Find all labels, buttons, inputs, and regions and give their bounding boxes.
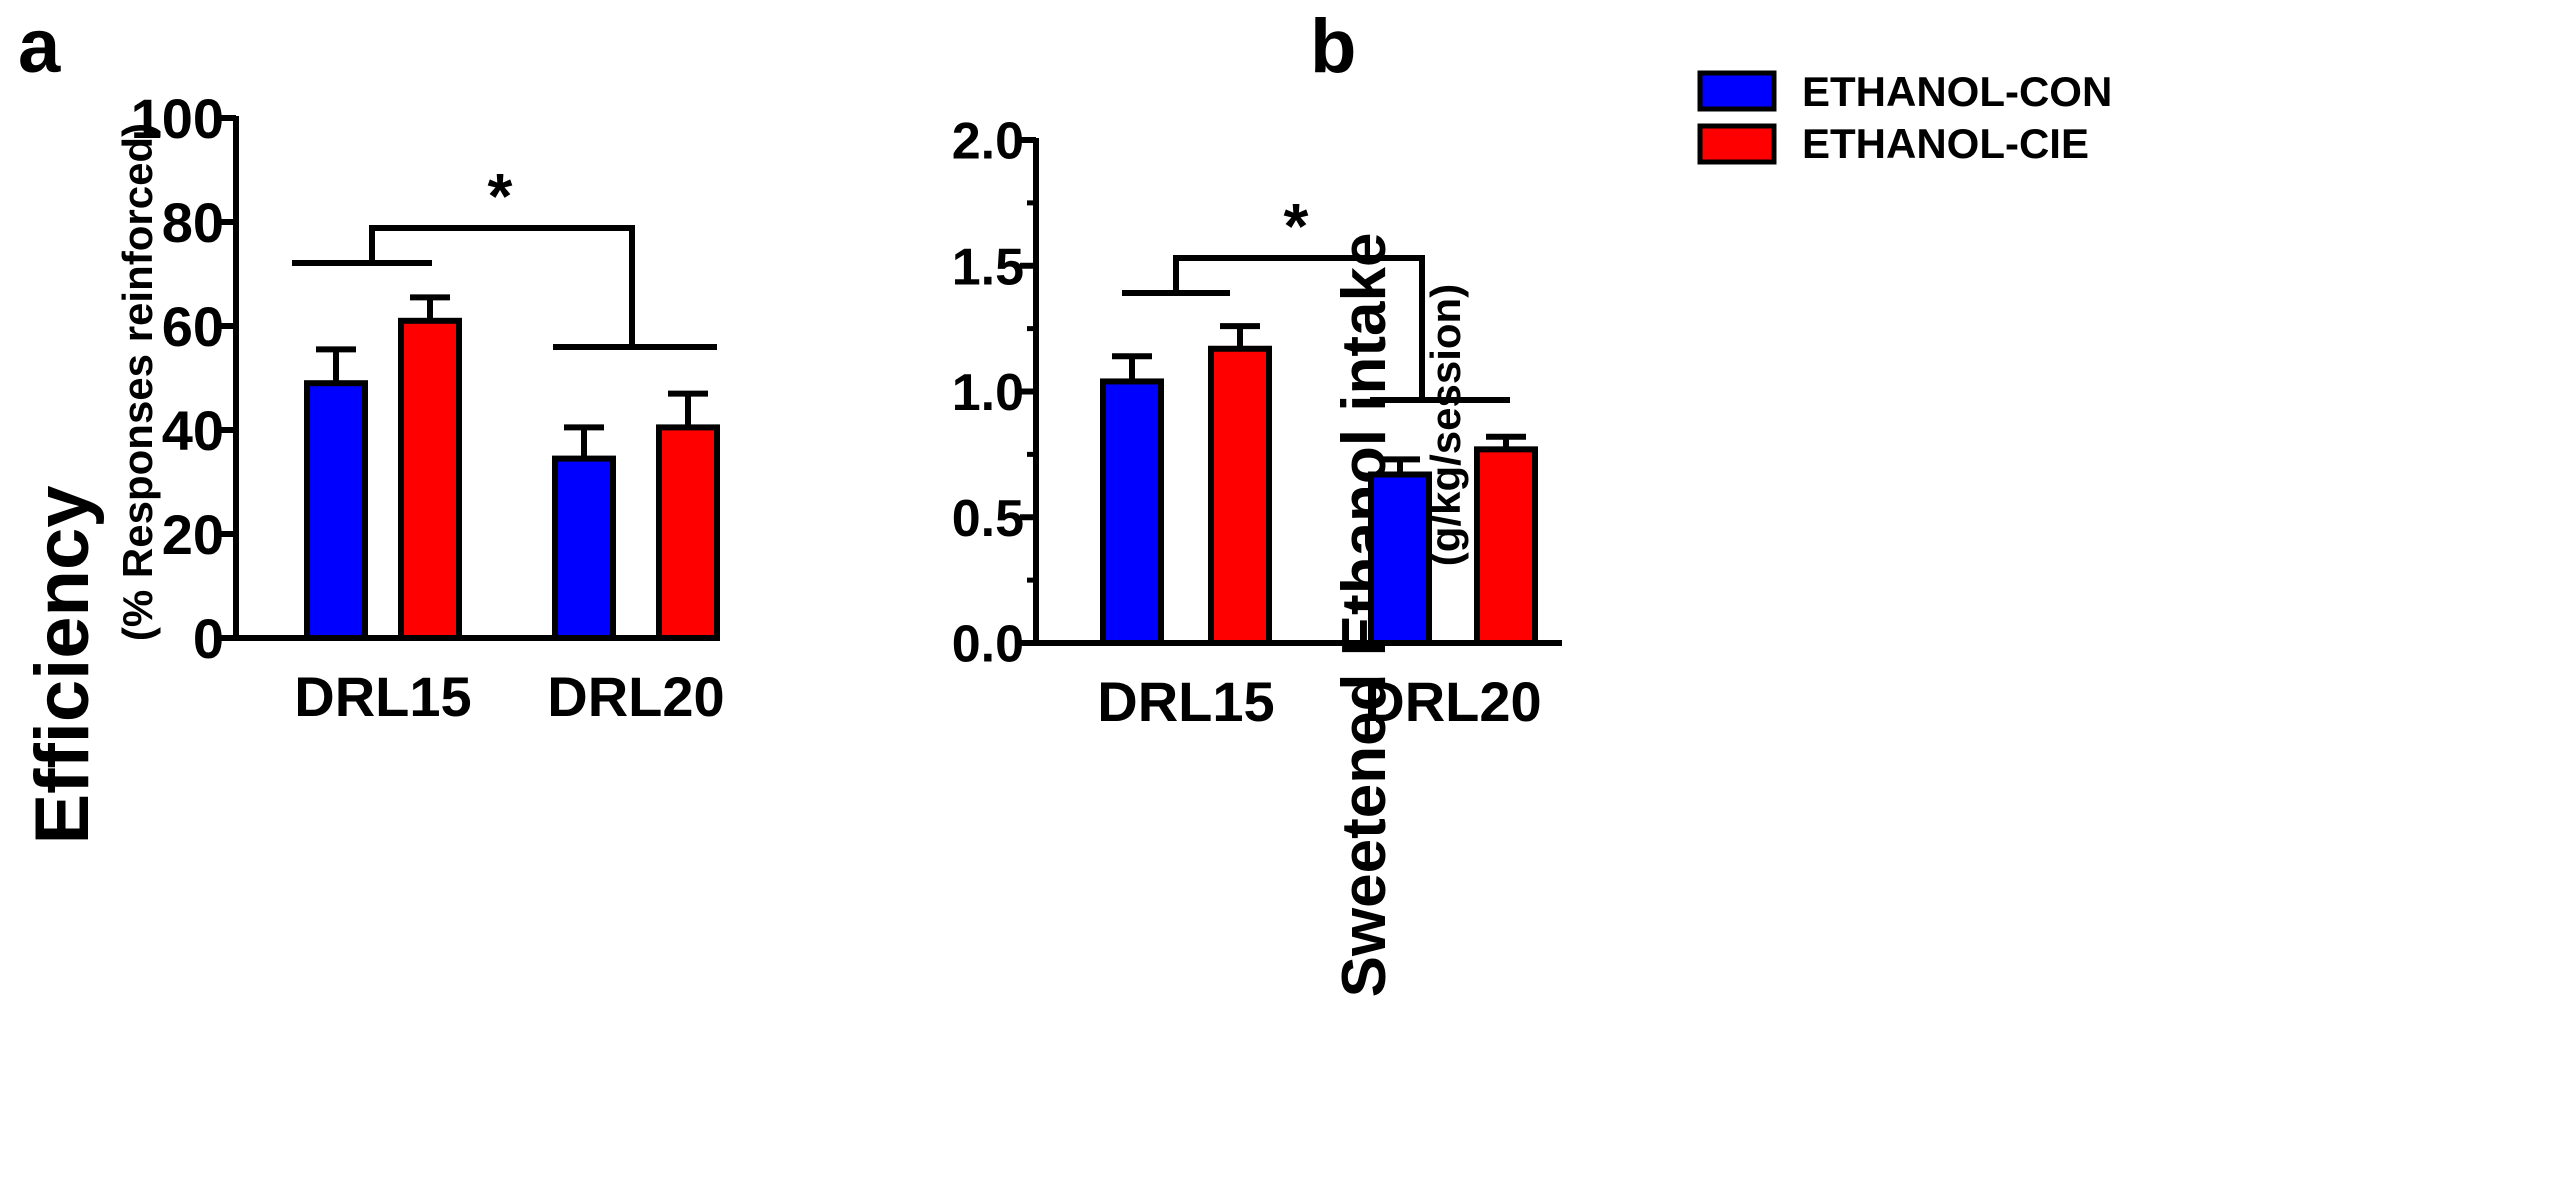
panel-b-error-bars bbox=[1112, 323, 1526, 475]
y-tick-label: 20 bbox=[162, 503, 224, 566]
panel-b-bars bbox=[1100, 345, 1538, 646]
significance-star: * bbox=[488, 160, 513, 232]
panel-a-error-bars bbox=[316, 294, 708, 459]
y-tick-label: 0 bbox=[193, 607, 224, 670]
panel-a-letter: a bbox=[18, 4, 61, 89]
bar-ethanol-cie-drl20 bbox=[1474, 446, 1538, 646]
y-tick-label: 40 bbox=[162, 399, 224, 462]
significance-bracket bbox=[1173, 255, 1425, 400]
panel-b-xlabels: DRL15 DRL20 bbox=[1097, 670, 1541, 733]
panel-b-letter: b bbox=[1310, 4, 1356, 89]
panel-a: a Efficiency (% Responses reinforced) 0 2… bbox=[18, 4, 725, 845]
panel-a-yticks: 0 20 40 60 80 100 bbox=[131, 87, 236, 670]
panel-a-bars bbox=[304, 317, 720, 642]
y-tick-label: 100 bbox=[131, 87, 224, 150]
x-tick-label: DRL20 bbox=[1364, 670, 1541, 733]
panel-b-yticks: 0.0 0.5 1.0 1.5 2.0 bbox=[952, 113, 1036, 674]
panel-b-significance: * bbox=[1122, 190, 1510, 403]
panel-a-axes bbox=[233, 116, 718, 641]
panel-a-significance: * bbox=[292, 160, 717, 350]
bar-ethanol-con-drl15 bbox=[1100, 378, 1164, 646]
legend-label-con: ETHANOL-CON bbox=[1802, 68, 2112, 115]
panel-b: b Sweetened Ethanol intake (g/kg/session… bbox=[952, 4, 2113, 997]
y-tick-label: 80 bbox=[162, 191, 224, 254]
y-tick-label: 1.5 bbox=[952, 238, 1024, 296]
bar-ethanol-cie-drl15 bbox=[1208, 345, 1272, 646]
legend-swatch-cie bbox=[1697, 123, 1777, 165]
bar-ethanol-con-drl20 bbox=[1368, 471, 1432, 646]
x-tick-label: DRL15 bbox=[294, 665, 471, 728]
bar-ethanol-con-drl15 bbox=[304, 380, 368, 642]
panel-a-xlabels: DRL15 DRL20 bbox=[294, 665, 724, 728]
y-tick-label: 0.0 bbox=[952, 616, 1024, 674]
panel-b-axes bbox=[1033, 138, 1562, 646]
legend-swatch-con bbox=[1697, 70, 1777, 112]
bar-ethanol-cie-drl20 bbox=[656, 424, 720, 641]
y-tick-label: 2.0 bbox=[952, 113, 1024, 171]
y-tick-label: 0.5 bbox=[952, 490, 1024, 548]
panel-a-ylabel-sub: (% Responses reinforced) bbox=[114, 123, 161, 641]
legend: ETHANOL-CON ETHANOL-CIE bbox=[1697, 68, 2112, 167]
significance-bracket bbox=[369, 225, 635, 347]
legend-label-cie: ETHANOL-CIE bbox=[1802, 120, 2089, 167]
bar-ethanol-cie-drl15 bbox=[398, 317, 462, 641]
y-tick-label: 1.0 bbox=[952, 364, 1024, 422]
y-tick-label: 60 bbox=[162, 295, 224, 358]
x-tick-label: DRL15 bbox=[1097, 670, 1274, 733]
x-tick-label: DRL20 bbox=[547, 665, 724, 728]
bar-ethanol-con-drl20 bbox=[552, 455, 616, 641]
significance-star: * bbox=[1284, 190, 1309, 262]
panel-a-ylabel: Efficiency bbox=[20, 485, 105, 844]
